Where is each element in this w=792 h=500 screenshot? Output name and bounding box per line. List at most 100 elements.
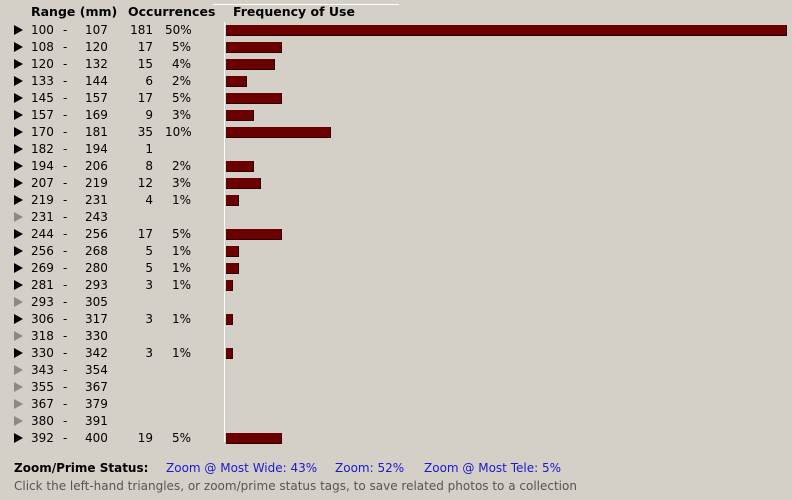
- range-dash: -: [63, 346, 68, 360]
- zoom-link[interactable]: Zoom: 52%: [335, 461, 405, 475]
- occurrence-count: 5: [145, 261, 153, 275]
- table-row: 145- 157 17 5%: [0, 89, 792, 106]
- table-row: 100- 107 181 50%: [0, 21, 792, 38]
- table-row: 120- 132 15 4%: [0, 55, 792, 72]
- range-high: 144: [85, 74, 108, 88]
- percentage: 3%: [171, 176, 191, 190]
- help-text: Click the left-hand triangles, or zoom/p…: [14, 479, 577, 493]
- play-triangle-icon[interactable]: [14, 59, 23, 69]
- frequency-bar: [226, 348, 233, 359]
- range-high: 206: [85, 159, 108, 173]
- frequency-bar: [226, 42, 282, 53]
- range-dash: -: [63, 125, 68, 139]
- play-triangle-icon[interactable]: [14, 93, 23, 103]
- range-low: 145: [31, 91, 54, 105]
- play-triangle-icon[interactable]: [14, 76, 23, 86]
- range-dash: -: [63, 108, 68, 122]
- range-dash: -: [63, 414, 68, 428]
- frequency-bar: [226, 195, 239, 206]
- range-high: 354: [85, 363, 108, 377]
- table-row: 219- 231 4 1%: [0, 191, 792, 208]
- table-row: 367- 379: [0, 395, 792, 412]
- table-row: 306- 317 3 1%: [0, 310, 792, 327]
- range-low: 194: [31, 159, 54, 173]
- play-triangle-icon[interactable]: [14, 195, 23, 205]
- play-triangle-icon[interactable]: [14, 25, 23, 35]
- occurrence-count: 3: [145, 312, 153, 326]
- range-high: 132: [85, 57, 108, 71]
- range-high: 391: [85, 414, 108, 428]
- play-triangle-icon[interactable]: [14, 110, 23, 120]
- range-dash: -: [63, 431, 68, 445]
- range-high: 157: [85, 91, 108, 105]
- range-high: 256: [85, 227, 108, 241]
- play-triangle-icon[interactable]: [14, 229, 23, 239]
- zoom-most-wide-link[interactable]: Zoom @ Most Wide: 43%: [166, 461, 318, 475]
- play-triangle-icon: [14, 212, 23, 222]
- range-high: 120: [85, 40, 108, 54]
- play-triangle-icon[interactable]: [14, 314, 23, 324]
- table-row: 318- 330: [0, 327, 792, 344]
- range-low: 256: [31, 244, 54, 258]
- frequency-bar: [226, 59, 275, 70]
- range-dash: -: [63, 23, 68, 37]
- range-low: 182: [31, 142, 54, 156]
- range-dash: -: [63, 176, 68, 190]
- range-dash: -: [63, 380, 68, 394]
- range-low: 330: [31, 346, 54, 360]
- table-header: Range (mm) Occurrences Frequency of Use: [0, 4, 792, 20]
- range-dash: -: [63, 159, 68, 173]
- occurrence-count: 15: [137, 57, 153, 71]
- range-dash: -: [63, 74, 68, 88]
- table-row: 256- 268 5 1%: [0, 242, 792, 259]
- range-high: 107: [85, 23, 108, 37]
- play-triangle-icon[interactable]: [14, 178, 23, 188]
- percentage: 5%: [171, 91, 191, 105]
- range-high: 379: [85, 397, 108, 411]
- range-low: 108: [31, 40, 54, 54]
- play-triangle-icon: [14, 331, 23, 341]
- percentage: 50%: [165, 23, 192, 37]
- percentage: 10%: [165, 125, 192, 139]
- range-dash: -: [63, 397, 68, 411]
- percentage: 5%: [171, 227, 191, 241]
- play-triangle-icon[interactable]: [14, 144, 23, 154]
- play-triangle-icon: [14, 365, 23, 375]
- range-high: 330: [85, 329, 108, 343]
- range-high: 194: [85, 142, 108, 156]
- occurrence-count: 1: [145, 142, 153, 156]
- occurrence-count: 8: [145, 159, 153, 173]
- play-triangle-icon[interactable]: [14, 161, 23, 171]
- range-low: 219: [31, 193, 54, 207]
- play-triangle-icon[interactable]: [14, 280, 23, 290]
- play-triangle-icon[interactable]: [14, 127, 23, 137]
- range-column-header: Range (mm): [31, 4, 118, 19]
- range-high: 169: [85, 108, 108, 122]
- range-high: 293: [85, 278, 108, 292]
- percentage: 1%: [171, 193, 191, 207]
- frequency-bar: [226, 280, 233, 291]
- play-triangle-icon[interactable]: [14, 263, 23, 273]
- percentage: 3%: [171, 108, 191, 122]
- table-row: 207- 219 12 3%: [0, 174, 792, 191]
- frequency-column-header: Frequency of Use: [233, 4, 355, 19]
- range-low: 355: [31, 380, 54, 394]
- zoom-most-tele-link[interactable]: Zoom @ Most Tele: 5%: [424, 461, 561, 475]
- occurrence-count: 17: [137, 227, 153, 241]
- play-triangle-icon[interactable]: [14, 246, 23, 256]
- frequency-bar: [226, 178, 261, 189]
- play-triangle-icon[interactable]: [14, 348, 23, 358]
- range-dash: -: [63, 363, 68, 377]
- frequency-bar: [226, 127, 331, 138]
- play-triangle-icon: [14, 416, 23, 426]
- range-high: 400: [85, 431, 108, 445]
- header-divider: [213, 4, 399, 5]
- percentage: 2%: [171, 159, 191, 173]
- range-dash: -: [63, 142, 68, 156]
- occurrence-count: 17: [137, 91, 153, 105]
- play-triangle-icon[interactable]: [14, 433, 23, 443]
- play-triangle-icon[interactable]: [14, 42, 23, 52]
- range-dash: -: [63, 295, 68, 309]
- range-high: 231: [85, 193, 108, 207]
- play-triangle-icon: [14, 399, 23, 409]
